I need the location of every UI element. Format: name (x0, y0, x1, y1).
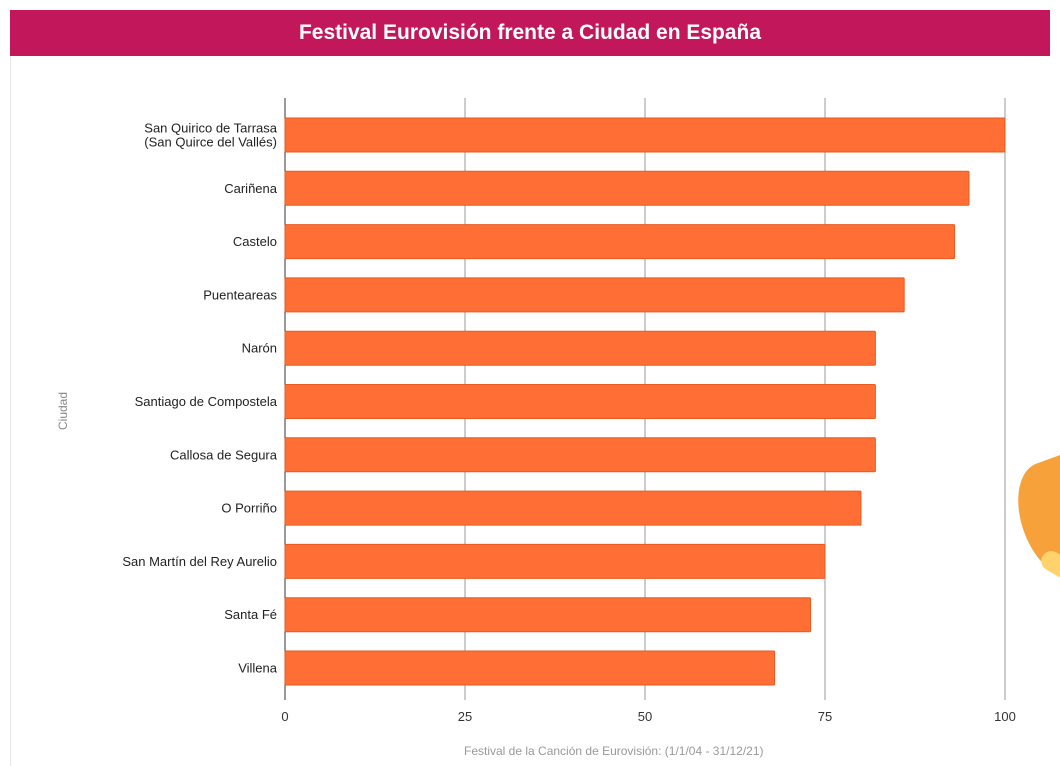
category-label: Villena (238, 661, 278, 676)
bar (284, 224, 956, 260)
bar (284, 597, 812, 633)
category-label: San Martín del Rey Aurelio (122, 554, 277, 569)
category-label: (San Quirce del Vallés) (144, 135, 277, 150)
bar (284, 117, 1006, 153)
chart-frame (10, 56, 1060, 766)
x-tick-label: 50 (638, 709, 652, 724)
category-label: Narón (242, 341, 277, 356)
chart-title-banner: Festival Eurovisión frente a Ciudad en E… (10, 10, 1050, 56)
bar (284, 543, 826, 579)
bar (284, 490, 862, 526)
x-tick-label: 0 (281, 709, 288, 724)
category-label: Cariñena (224, 181, 278, 196)
category-label: Santa Fé (224, 607, 277, 622)
category-label: Callosa de Segura (170, 447, 278, 462)
category-label: Puenteareas (203, 287, 277, 302)
bar (284, 437, 876, 473)
x-axis-label: Festival de la Canción de Eurovisión: (1… (464, 744, 764, 758)
y-axis-label: Ciudad (56, 391, 70, 431)
category-label: O Porriño (221, 501, 277, 516)
chart-title: Festival Eurovisión frente a Ciudad en E… (298, 21, 762, 44)
x-tick-label: 75 (818, 709, 832, 724)
x-tick-label: 100 (994, 709, 1016, 724)
category-label: Castelo (233, 234, 277, 249)
bar (284, 277, 905, 313)
x-tick-label: 25 (458, 709, 472, 724)
category-label: San Quirico de Tarrasa (144, 121, 277, 136)
bar (284, 170, 970, 206)
bar (284, 650, 776, 686)
bar (284, 330, 876, 366)
category-label: Santiago de Compostela (135, 394, 278, 409)
bar (284, 384, 876, 419)
